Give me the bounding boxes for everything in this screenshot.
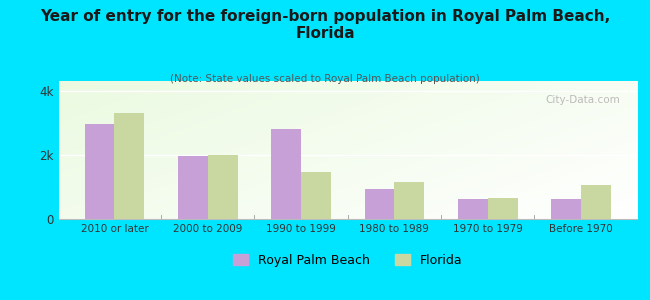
Bar (488, 198, 517, 219)
Bar (551, 199, 581, 219)
Bar (271, 129, 301, 219)
Bar (395, 182, 424, 219)
Bar (301, 172, 331, 219)
Bar (365, 188, 395, 219)
Text: Year of entry for the foreign-born population in Royal Palm Beach,
Florida: Year of entry for the foreign-born popul… (40, 9, 610, 41)
Bar (84, 124, 114, 219)
Legend: Royal Palm Beach, Florida: Royal Palm Beach, Florida (229, 250, 466, 271)
Bar (208, 155, 238, 219)
Bar (178, 156, 208, 219)
Text: City-Data.com: City-Data.com (545, 95, 619, 105)
Bar (114, 113, 144, 219)
Bar (581, 185, 611, 219)
Text: (Note: State values scaled to Royal Palm Beach population): (Note: State values scaled to Royal Palm… (170, 74, 480, 83)
Bar (458, 199, 488, 219)
